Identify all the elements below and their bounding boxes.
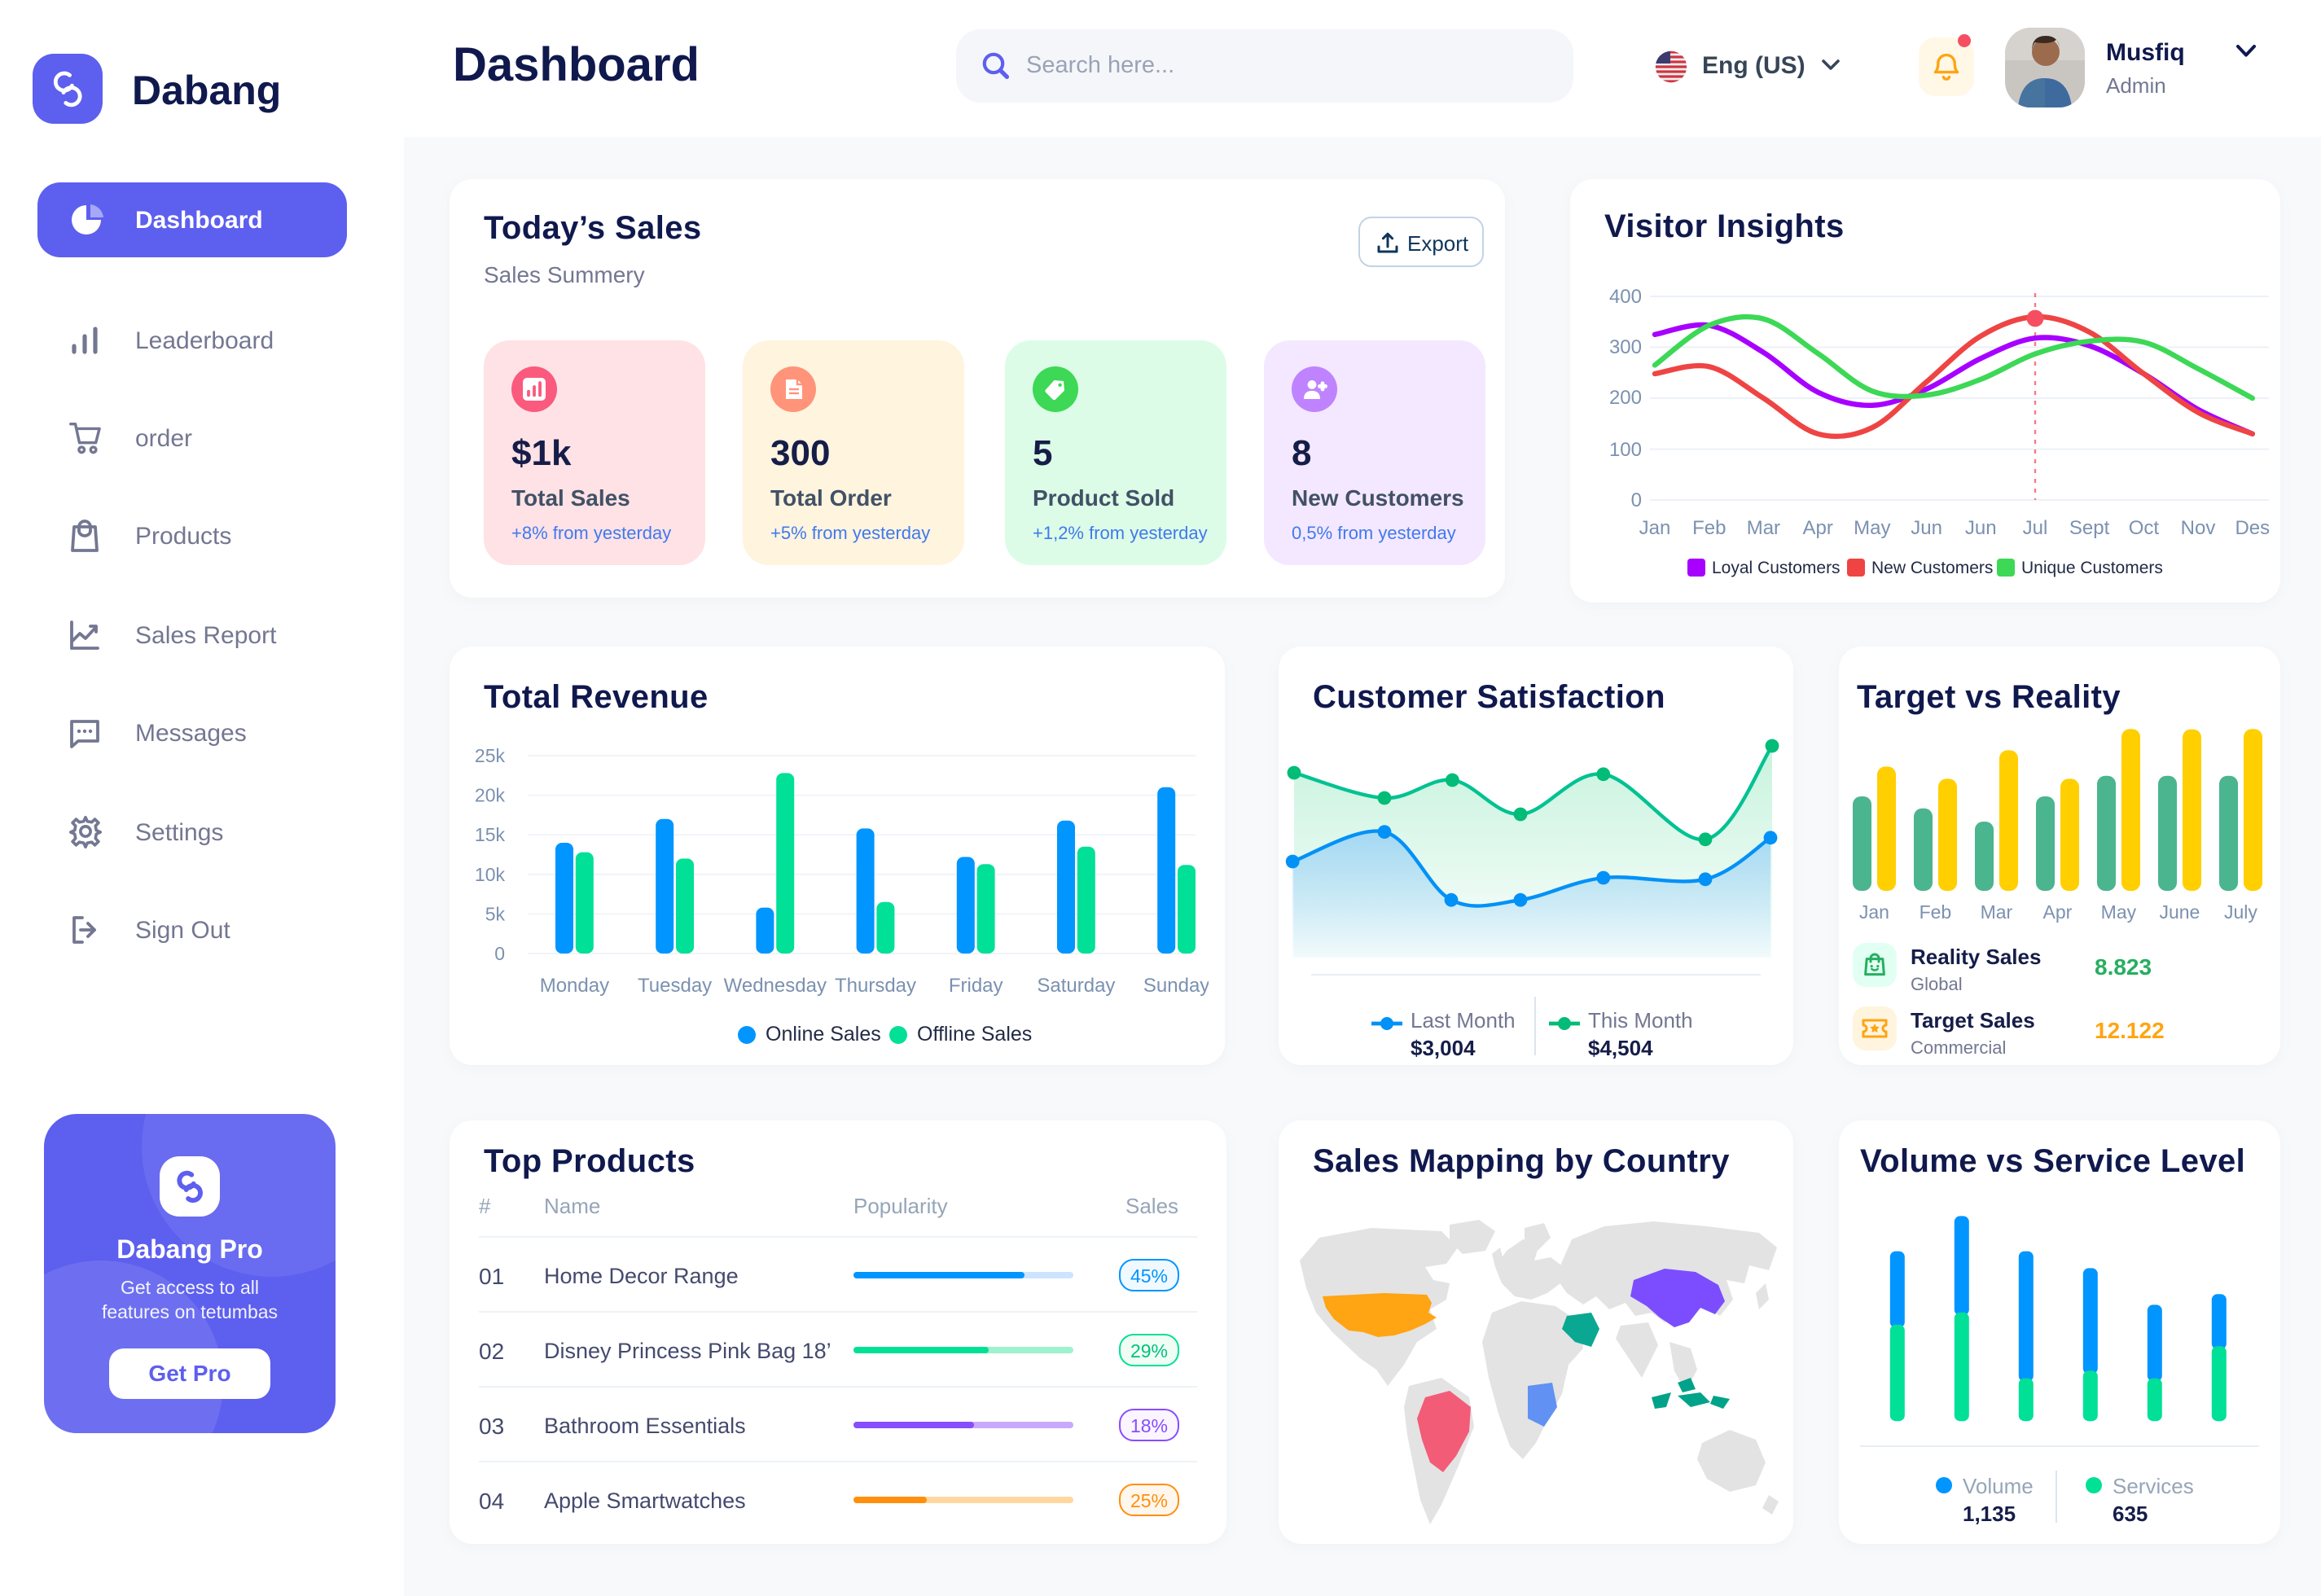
svg-text:Saturday: Saturday	[1037, 975, 1115, 997]
svg-text:Oct: Oct	[2129, 517, 2160, 539]
svg-text:Mar: Mar	[1747, 517, 1780, 539]
svg-text:June: June	[2159, 901, 2200, 923]
svg-text:Nov: Nov	[2181, 517, 2216, 539]
svg-text:Feb: Feb	[1920, 901, 1952, 923]
svg-text:Apr: Apr	[2043, 901, 2073, 923]
svg-text:Mar: Mar	[1981, 901, 2013, 923]
svg-text:400: 400	[1609, 286, 1642, 308]
svg-text:20k: 20k	[475, 785, 506, 806]
svg-text:300: 300	[1609, 336, 1642, 358]
svg-text:Jun: Jun	[1911, 517, 1942, 539]
svg-text:July: July	[2224, 901, 2257, 923]
svg-text:25k: 25k	[475, 745, 506, 766]
svg-text:Feb: Feb	[1692, 517, 1726, 539]
svg-text:Apr: Apr	[1803, 517, 1833, 539]
svg-text:100: 100	[1609, 439, 1642, 461]
svg-text:5k: 5k	[485, 903, 506, 924]
svg-text:May: May	[2101, 901, 2137, 923]
svg-text:May: May	[1854, 517, 1890, 539]
svg-text:Jan: Jan	[1639, 517, 1671, 539]
svg-text:Thursday: Thursday	[835, 975, 916, 997]
svg-text:Jul: Jul	[2023, 517, 2048, 539]
svg-text:Tuesday: Tuesday	[638, 975, 712, 997]
svg-text:Jan: Jan	[1859, 901, 1889, 923]
svg-text:Wednesday: Wednesday	[724, 975, 827, 997]
svg-text:Sunday: Sunday	[1143, 975, 1209, 997]
svg-text:0: 0	[494, 943, 505, 964]
svg-text:0: 0	[1631, 489, 1642, 511]
svg-text:Jun: Jun	[1965, 517, 1997, 539]
svg-text:10k: 10k	[475, 864, 506, 885]
svg-text:15k: 15k	[475, 824, 506, 845]
svg-text:200: 200	[1609, 387, 1642, 409]
svg-text:Monday: Monday	[540, 975, 609, 997]
svg-text:Friday: Friday	[949, 975, 1003, 997]
svg-text:Sept: Sept	[2069, 517, 2110, 539]
svg-text:Des: Des	[2235, 517, 2270, 539]
